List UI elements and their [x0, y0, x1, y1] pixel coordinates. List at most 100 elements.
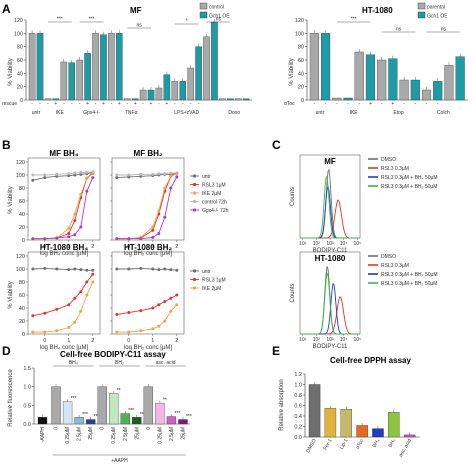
panel-e-xtick-label: BH₄ [372, 438, 382, 449]
panel-b-legend-marker [192, 199, 197, 204]
panel-c-1-legend-label: DMSO [381, 254, 396, 260]
panel-b-3-xtick-label: 2 [175, 338, 178, 344]
panel-c-1-legend-label: RSL3 0.3µM + BH₂ 50µM [381, 281, 437, 287]
panel-b-0-data-point [73, 171, 77, 175]
a-mf-rescue-mark: + [54, 101, 57, 107]
a-ht-bar [309, 33, 319, 101]
panel-e-bar [340, 408, 352, 438]
a-ht-bar [321, 33, 331, 101]
a-mf-rescue-mark: + [102, 101, 105, 107]
a-mf-bar [179, 81, 187, 101]
panel-b-legend-label: IKE 2µM [202, 286, 221, 292]
panel-c-0-xtick-label: 10⁵ [353, 241, 361, 247]
panel-d-bar [155, 402, 165, 425]
a-mf-bar [116, 33, 123, 101]
a-mf-bar [108, 33, 115, 101]
panel-c-0-xtick-label: 10³ [326, 241, 334, 247]
panel-b-2-data-point [31, 330, 35, 334]
panel-b-0-data-point [91, 176, 95, 180]
panel-c-1-legend-label: RSL3 0.3µM [381, 263, 409, 269]
panel-d-ytick-label: 0.5 [23, 403, 31, 409]
panel-b-3-data-point [175, 303, 179, 307]
a-ht-rescue-mark: - [347, 101, 349, 107]
a-ht-bar [444, 65, 454, 101]
panel-b-ylabel-bottom: % Viability [8, 281, 14, 309]
panel-b-1-data-point [157, 232, 161, 235]
panel-d-bar [85, 419, 96, 425]
a-mf-rescue-mark: - [174, 101, 176, 107]
panel-d-bar [97, 386, 107, 425]
panel-b-3-data-point [139, 329, 143, 333]
a-mf-bar [227, 98, 234, 101]
panel-e-ytick-label: 0.8 [294, 393, 302, 399]
panel-d-xtick-label: 25µM [88, 427, 94, 440]
a-ht-group-label: Etop [393, 110, 404, 116]
panel-b-0-series-line [32, 171, 93, 176]
legend-label-parental: parental [427, 5, 445, 11]
panel-d-bar [109, 393, 119, 425]
panel-c-0-xtick-label: 10¹ [299, 241, 307, 247]
panel-b-0-ytick-label: 80 [19, 186, 25, 192]
panel-b-1-data-point [139, 172, 143, 176]
panel-e-ytick-label: 0.6 [294, 404, 302, 410]
a-mf-bar [68, 62, 76, 101]
panel-b-2-data-point [43, 266, 47, 270]
panel-c-1-xtick-label: 10³ [326, 337, 334, 343]
panel-b-0-data-point [85, 176, 89, 180]
panel-c-1-xtick-label: 10¹ [299, 337, 307, 343]
panel-b-0-data-point [79, 225, 83, 229]
panel-b-2-xtick-label: 2 [91, 338, 94, 344]
panel-b-2-data-point [79, 268, 83, 272]
panel-b-0-frame [27, 157, 101, 241]
panel-b-2-data-point [91, 268, 95, 272]
a-mf-bar [234, 98, 242, 101]
panel-e-ytick-label: 0.0 [294, 435, 302, 441]
panel-c-0-histogram-line [300, 175, 360, 239]
a-mf-ytick-label: 20 [17, 85, 23, 91]
panel-b-legend-marker [192, 208, 197, 212]
panel-b-3-data-point [139, 309, 143, 313]
panel-d-xtick-label: 0 [146, 427, 152, 430]
panel-c-0-xtick-label: 10⁴ [340, 241, 348, 247]
panel-b-3-data-point [151, 327, 155, 331]
a-mf-bar [60, 61, 68, 101]
panel-e-xtick-label: asc. acid [398, 438, 413, 458]
a-mf-rescue-mark: - [158, 101, 160, 107]
panel-b-1-data-point [139, 237, 143, 241]
panel-d-xtick-label: 25µM [180, 427, 186, 440]
panel-e-ytick-label: 1.2 [294, 372, 302, 378]
panel-b-3-data-point [115, 267, 119, 271]
a-ht-ytick-label: 80 [298, 45, 304, 51]
a-ht-bar [377, 59, 387, 101]
a-mf-rescue-mark: - [182, 101, 184, 107]
panel-b-1-series-line [116, 176, 178, 240]
panel-a-ht-title: HT-1080 [362, 6, 393, 15]
panel-b-0-data-point [67, 235, 71, 239]
a-mf-bar [131, 98, 139, 101]
panel-b-1-data-point [115, 176, 119, 180]
a-ht-ytick-label: 120 [295, 18, 304, 24]
panel-label-d: D [2, 344, 11, 358]
panel-b-1-xtick-label: 1 [151, 244, 154, 250]
a-mf-bar [195, 46, 202, 101]
panel-b-1-xtick-label: 2 [175, 244, 178, 250]
panel-label-e: E [272, 344, 280, 358]
panel-b-legend-label: Gpx4-/- 72h [202, 208, 229, 214]
panel-b-2-ytick-label: 60 [19, 293, 25, 299]
panel-b-2-data-point [91, 272, 95, 276]
a-mf-rescue-mark: - [79, 101, 81, 107]
a-mf-bar [28, 33, 36, 101]
legend-swatch-gch1-ht [417, 11, 426, 19]
a-mf-rescue-mark: - [39, 101, 41, 107]
panel-b-0-data-point [55, 172, 59, 176]
panel-b-2-xlabel: log BH₄ conc [µM] [40, 345, 89, 351]
a-mf-rescue-mark: - [71, 101, 73, 107]
a-ht-rescue-mark: - [414, 101, 416, 107]
panel-b-0-data-point [31, 237, 35, 241]
panel-b-3-data-point [163, 300, 167, 303]
a-ht-sig-label: ns [396, 27, 402, 33]
panel-b-3-data-point [163, 319, 167, 323]
panel-b-2-series-line [32, 267, 93, 271]
a-mf-ytick-label: 40 [17, 71, 23, 77]
panel-d-significance: *** [186, 414, 192, 420]
